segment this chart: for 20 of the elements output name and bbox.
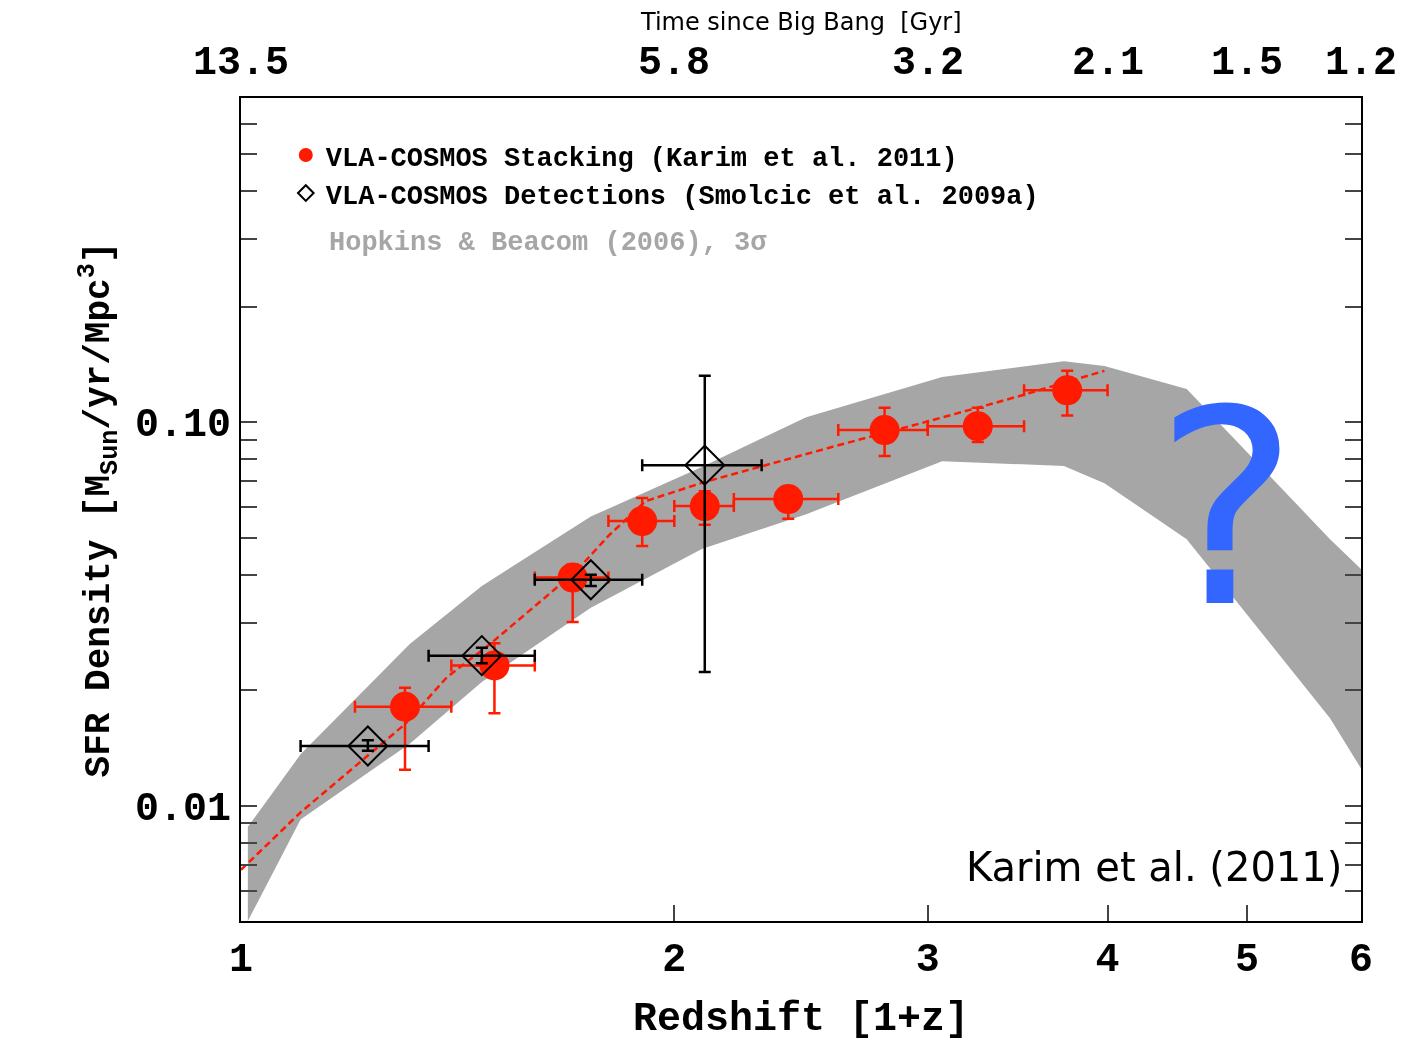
x-tick-label: 2 (662, 938, 687, 983)
text: 1.5 (1211, 41, 1284, 86)
legend-label: VLA-COSMOS Stacking (Karim et al. 2011) (325, 143, 958, 174)
text: 5.8 (638, 41, 711, 86)
y-tick-label: 0.10 (134, 403, 231, 449)
x-tick-label: 3 (915, 938, 940, 983)
legend-label: VLA-COSMOS Detections (Smolcic et al. 2009a) (325, 181, 1039, 212)
legend-label: Hopkins & Beacom (2006), 3σ (329, 228, 768, 258)
y-tick-label: 0.01 (134, 786, 231, 832)
text: 2.1 (1072, 41, 1145, 86)
x-tick-label: 4 (1095, 938, 1120, 983)
x-tick-label: 5 (1235, 938, 1260, 983)
x-tick-label: 6 (1348, 938, 1374, 983)
text: 13.5 (193, 41, 290, 86)
annotation: Karim et al. (2011) (966, 844, 1343, 890)
text: 1.2 (1325, 41, 1398, 86)
x-axis-title: Redshift [1+z] (632, 997, 970, 1042)
x-tick-label: 1 (228, 938, 254, 983)
text: 3.2 (892, 41, 965, 86)
x2-axis-title: Time since Big Bang [Gyr] (640, 8, 962, 36)
